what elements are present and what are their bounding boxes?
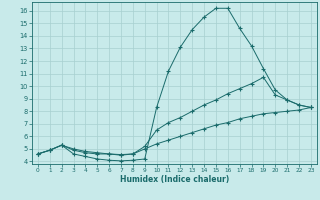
X-axis label: Humidex (Indice chaleur): Humidex (Indice chaleur) xyxy=(120,175,229,184)
